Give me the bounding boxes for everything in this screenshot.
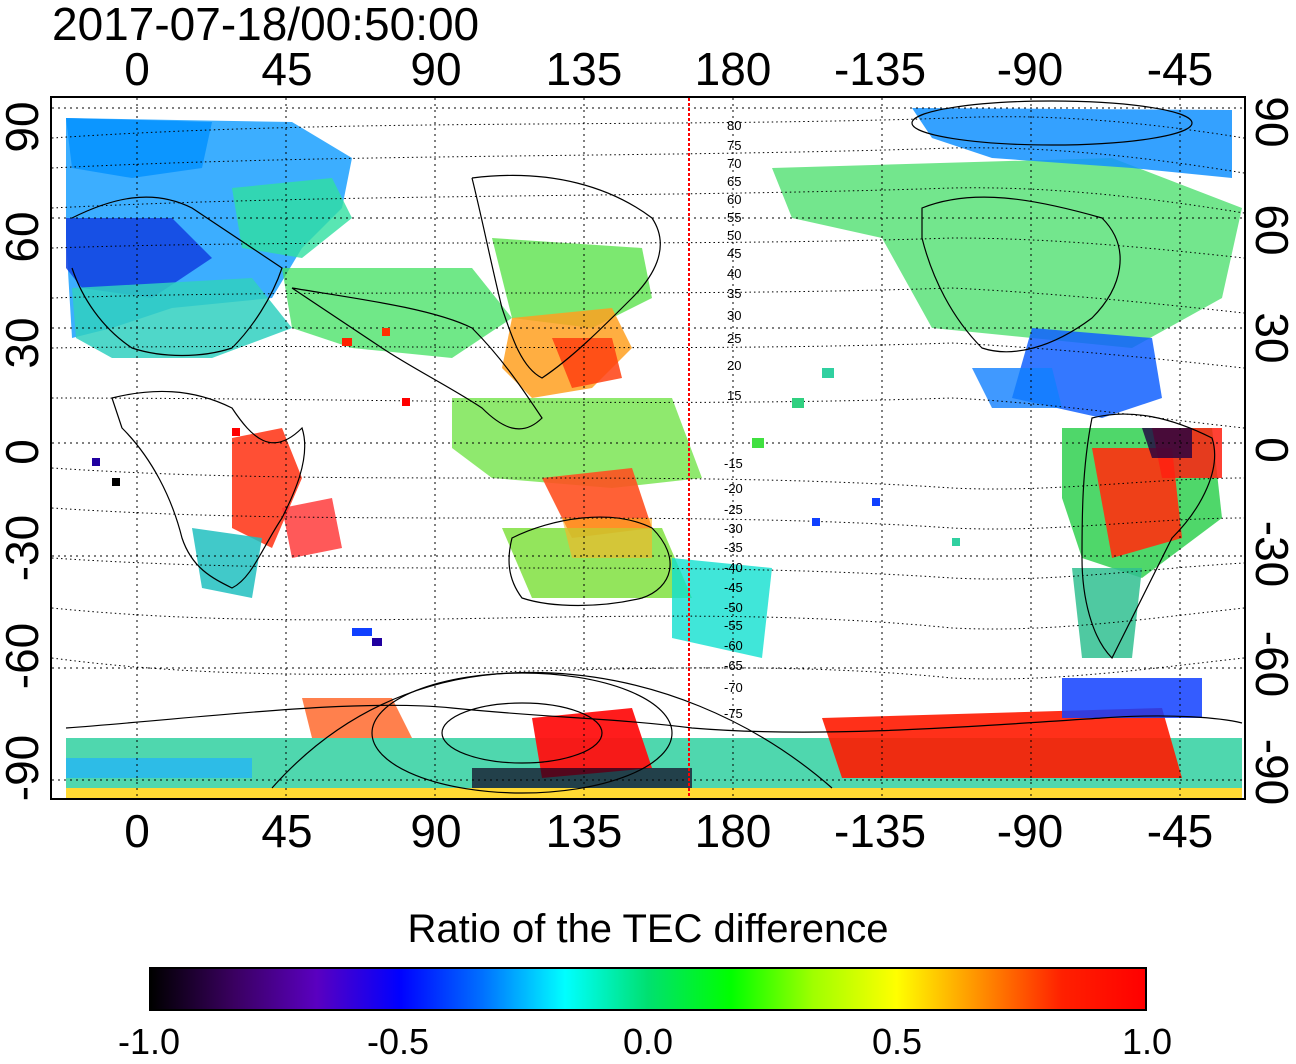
lon-tick-bottom: 45 [261,805,313,857]
colorbar-tick-label: 1.0 [1121,1021,1173,1062]
contour-label: -30 [724,521,743,536]
lat-tick-left: 0 [0,439,48,465]
contour-label: -20 [724,481,743,496]
lon-tick-bottom: -90 [996,805,1064,857]
colorbar-tick-label: -1.0 [117,1021,181,1062]
lon-tick-bottom: 0 [124,805,150,857]
lon-tick-bottom: -135 [833,805,927,857]
lon-tick-bottom: 180 [694,805,772,857]
lon-tick-top: -45 [1146,43,1214,95]
lat-tick-left: -60 [0,622,48,690]
colorbar-title: Ratio of the TEC difference [407,907,889,951]
contour-label: -75 [724,706,743,721]
contour-label: -65 [724,658,743,673]
graticule [52,98,1244,798]
colorbar-tick-label: 0.0 [622,1021,674,1062]
contour-label: 20 [727,358,741,373]
contour-label: 75 [727,138,741,153]
coastlines [65,174,1243,733]
contour-label: 25 [727,331,741,346]
lon-tick-top: 90 [410,43,462,95]
contour-label: -70 [724,680,743,695]
tec-data-layer [66,108,1242,798]
colorbar-tick-label: 0.5 [871,1021,923,1062]
lat-tick-right: -30 [1246,520,1296,588]
contour-label: 70 [727,156,741,171]
lon-tick-bottom: 90 [410,805,462,857]
contour-label: 80 [727,118,741,133]
pole-contours [271,100,1193,794]
contour-labels: 80 75 70 65 60 55 50 45 40 35 30 25 20 1… [724,118,743,721]
lat-tick-right: -60 [1246,630,1296,698]
lon-tick-bottom: -45 [1146,805,1214,857]
contour-label: 50 [727,228,741,243]
tec-map: 80 75 70 65 60 55 50 45 40 35 30 25 20 1… [52,98,1244,798]
contour-label: -60 [724,638,743,653]
contour-label: -35 [724,540,743,555]
lon-tick-top: 135 [545,43,623,95]
colorbar-tick-label: -0.5 [366,1021,430,1062]
contour-label: -55 [724,618,743,633]
lon-tick-top: 45 [261,43,313,95]
contour-label: 30 [727,308,741,323]
lat-tick-right: 90 [1246,96,1296,148]
map-timestamp: 2017-07-18/00:50:00 [52,0,480,50]
lon-tick-bottom: 135 [545,805,623,857]
contour-label: -45 [724,580,743,595]
lat-tick-left: -90 [0,734,48,802]
lat-tick-right: 30 [1246,312,1296,364]
contour-label: 65 [727,174,741,189]
contour-label: -40 [724,560,743,575]
lon-tick-top: 0 [124,43,150,95]
contour-label: 35 [727,286,741,301]
contour-label: -50 [724,600,743,615]
lat-tick-left: 90 [0,101,48,153]
contour-label: 40 [727,266,741,281]
contour-label: 45 [727,246,741,261]
lat-tick-right: 0 [1246,437,1296,463]
lat-tick-right: 60 [1246,204,1296,256]
contour-label: -25 [724,502,743,517]
scattered-points [92,328,960,646]
lat-tick-left: 60 [0,211,48,263]
lon-tick-top: -135 [833,43,927,95]
contour-label: -15 [724,456,743,471]
contour-label: 60 [727,192,741,207]
lon-tick-top: -90 [996,43,1064,95]
lat-tick-right: -90 [1246,738,1296,806]
lon-tick-top: 180 [694,43,772,95]
contour-label: 55 [727,210,741,225]
colorbar [149,967,1147,1011]
contour-label: 15 [727,388,741,403]
lat-tick-left: 30 [0,317,48,369]
lat-tick-left: -30 [0,514,48,582]
